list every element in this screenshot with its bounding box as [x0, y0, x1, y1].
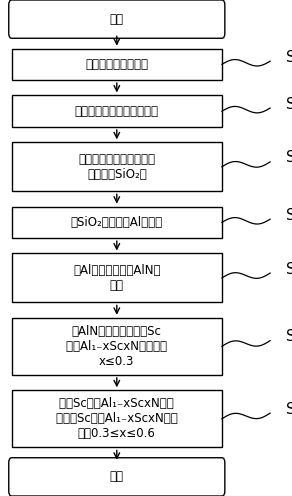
Text: 在AlN种子层上生长低Sc
浓度Al₁₋x​Scx​N层，其中
x≤0.3: 在AlN种子层上生长低Sc 浓度Al₁₋x​Scx​N层，其中 x≤0.3 — [66, 325, 167, 368]
Text: S3: S3 — [286, 150, 292, 166]
FancyBboxPatch shape — [12, 95, 222, 127]
FancyBboxPatch shape — [12, 253, 222, 303]
FancyBboxPatch shape — [12, 207, 222, 238]
Text: 开始: 开始 — [110, 12, 124, 26]
Text: 在预处理后的碳化硅衬底
表面生长SiO₂层: 在预处理后的碳化硅衬底 表面生长SiO₂层 — [78, 153, 155, 181]
Text: S4: S4 — [286, 208, 292, 223]
FancyBboxPatch shape — [12, 142, 222, 191]
Text: 在SiO₂层上生长Al缓冲层: 在SiO₂层上生长Al缓冲层 — [71, 216, 163, 229]
Text: S6: S6 — [286, 329, 292, 344]
FancyBboxPatch shape — [12, 318, 222, 375]
Text: 准备碳化硅单晶衬底: 准备碳化硅单晶衬底 — [85, 58, 148, 71]
Text: S2: S2 — [286, 97, 292, 112]
Text: S7: S7 — [286, 402, 292, 417]
FancyBboxPatch shape — [9, 458, 225, 496]
FancyBboxPatch shape — [12, 390, 222, 447]
FancyBboxPatch shape — [12, 49, 222, 80]
Text: 在Al缓冲层上生长AlN种
子层: 在Al缓冲层上生长AlN种 子层 — [73, 264, 161, 292]
FancyBboxPatch shape — [9, 0, 225, 38]
Text: S5: S5 — [286, 261, 292, 277]
Text: S1: S1 — [286, 50, 292, 65]
Text: 结束: 结束 — [110, 470, 124, 484]
Text: 碳化硅衬底表面进行预处理: 碳化硅衬底表面进行预处理 — [75, 105, 159, 118]
Text: 在低Sc浓度Al₁₋x​Scx​N层上
生长高Sc浓度Al₁₋x​Scx​N层，
其中0.3≤x≤0.6: 在低Sc浓度Al₁₋x​Scx​N层上 生长高Sc浓度Al₁₋x​Scx​N层，… — [56, 397, 178, 440]
